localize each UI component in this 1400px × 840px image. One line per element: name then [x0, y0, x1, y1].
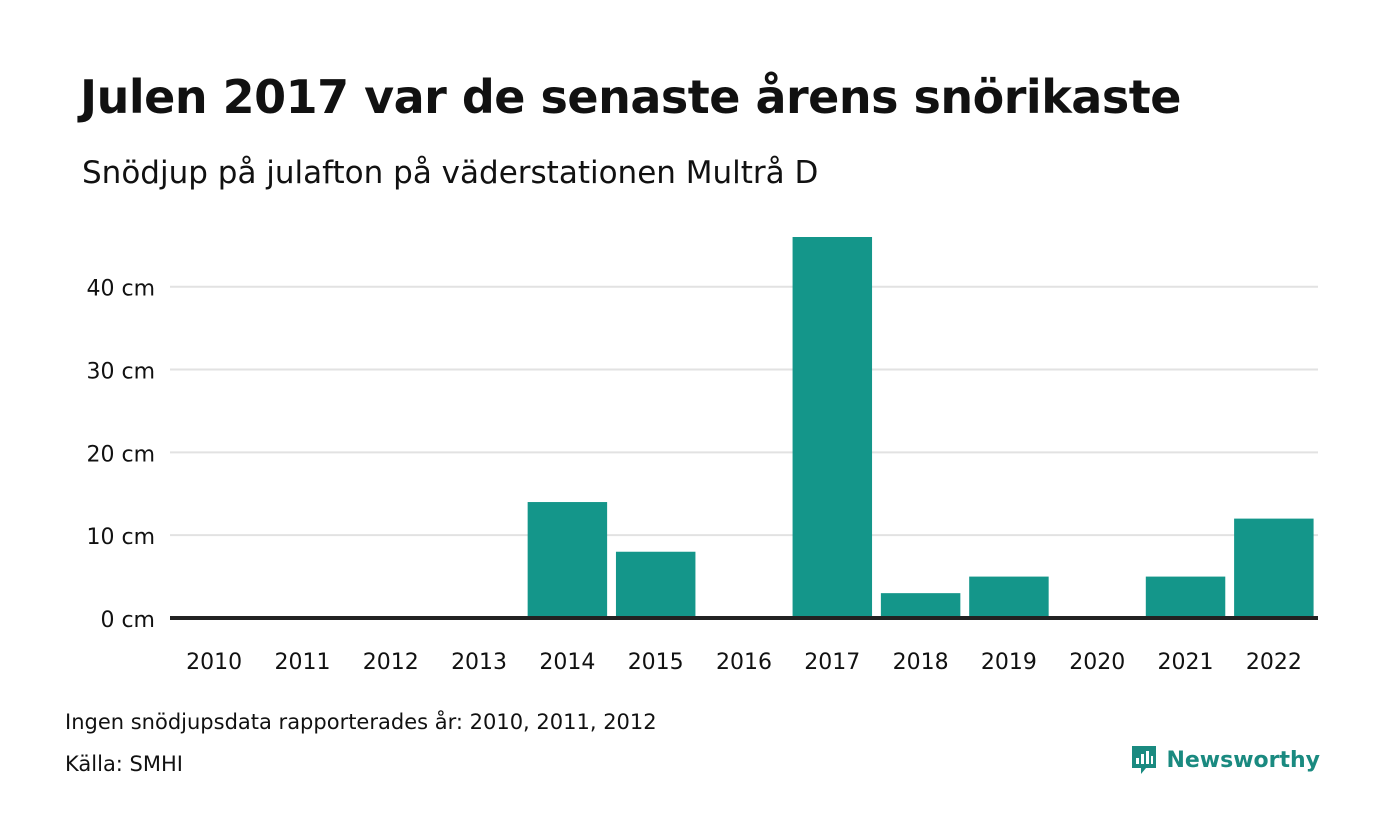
- y-tick-label: 20 cm: [86, 442, 155, 467]
- newsworthy-logo-text: Newsworthy: [1166, 747, 1320, 773]
- x-tick-label: 2011: [274, 650, 330, 675]
- x-axis-tick-labels: 2010 2011 2012 2013 2014 2015 2016 2017 2018 2019…: [186, 650, 1302, 675]
- y-tick-label: 10 cm: [86, 525, 155, 550]
- chart-subtitle: Snödjup på julafton på väderstationen Mu…: [82, 155, 819, 191]
- x-tick-label: 2018: [893, 650, 949, 675]
- x-tick-label: 2012: [363, 650, 419, 675]
- bar-2015: [615, 551, 696, 618]
- x-tick-label: 2020: [1069, 650, 1125, 675]
- bar-2014: [527, 502, 608, 618]
- x-tick-label: 2019: [981, 650, 1037, 675]
- missing-data-note: Ingen snödjupsdata rapporterades år: 201…: [65, 710, 657, 734]
- x-tick-label: 2022: [1246, 650, 1302, 675]
- x-tick-label: 2014: [539, 650, 595, 675]
- bar-2017: [792, 237, 873, 618]
- x-tick-label: 2017: [804, 650, 860, 675]
- gridlines: [170, 285, 1318, 537]
- bar-2022: [1234, 518, 1314, 618]
- bar-2021: [1145, 576, 1226, 618]
- y-tick-label: 30 cm: [86, 360, 155, 385]
- x-tick-label: 2015: [628, 650, 684, 675]
- newsworthy-logo: Newsworthy: [1130, 744, 1320, 776]
- bar-2018: [880, 593, 961, 618]
- bar-2019: [969, 576, 1049, 618]
- x-tick-label: 2010: [186, 650, 242, 675]
- newsworthy-logo-icon: [1132, 746, 1157, 774]
- source-note: Källa: SMHI: [65, 752, 183, 776]
- x-tick-label: 2016: [716, 650, 772, 675]
- x-tick-label: 2013: [451, 650, 507, 675]
- y-tick-label: 40 cm: [86, 277, 155, 302]
- y-axis-tick-labels: 0 cm 10 cm 20 cm 30 cm 40 cm: [86, 277, 155, 633]
- x-tick-label: 2021: [1158, 650, 1214, 675]
- chart-title: Julen 2017 var de senaste årens snörikas…: [80, 70, 1181, 124]
- bars: [527, 237, 1314, 618]
- y-tick-label: 0 cm: [100, 608, 155, 633]
